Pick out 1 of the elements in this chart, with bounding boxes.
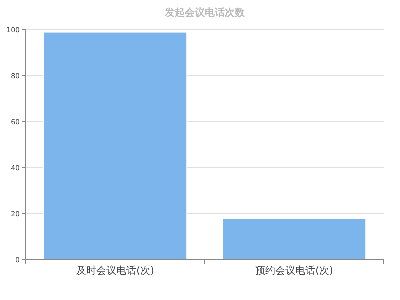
title: 发起会议电话次数 — [165, 8, 245, 19]
